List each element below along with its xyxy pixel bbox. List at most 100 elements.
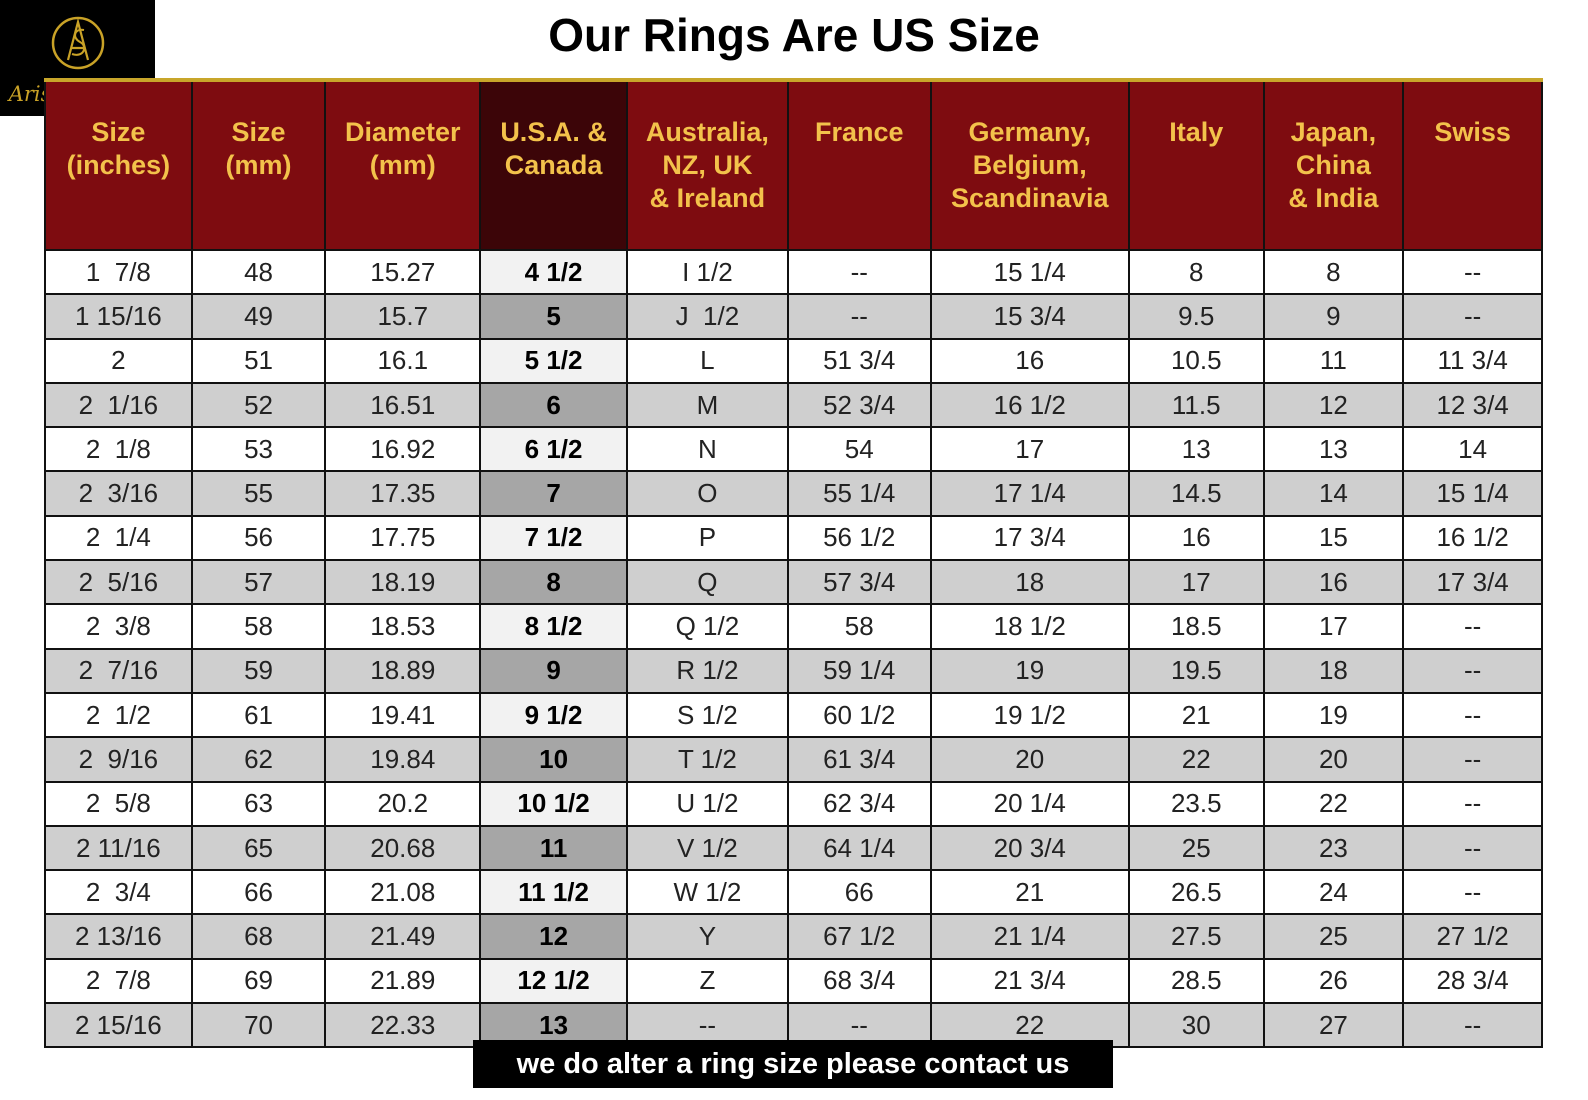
table-cell: 8 — [1262, 248, 1405, 296]
table-cell: 51 3/4 — [786, 337, 932, 384]
table-row: 2 7/8 69 21.89 12 1/2 Z 68 3/4 21 3/4 28.5 26 28 … — [44, 957, 1543, 1005]
column-header: Japan, China & India — [1262, 78, 1405, 251]
table-cell: 12 — [479, 913, 628, 960]
table-cell: 2 3/4 — [44, 869, 193, 916]
column-header-line: & Ireland — [649, 183, 766, 213]
table-cell: 17 — [1127, 559, 1265, 606]
table-cell: 17 — [1262, 603, 1405, 650]
table-cell: P — [625, 514, 789, 562]
column-header: Swiss — [1402, 78, 1543, 251]
table-cell: 16.1 — [324, 337, 482, 384]
column-header-line: Size — [91, 117, 146, 147]
table-cell: O — [625, 470, 789, 517]
table-cell: 62 — [190, 736, 327, 783]
table-cell: 19 1/2 — [929, 691, 1130, 739]
table-cell: -- — [1402, 780, 1543, 827]
table-cell: Q 1/2 — [625, 603, 789, 650]
table-cell: 9 1/2 — [479, 691, 628, 739]
table-cell: 53 — [190, 426, 327, 473]
table-cell: 14 — [1402, 426, 1543, 473]
column-header-line: Germany, — [968, 117, 1092, 147]
table-row: 2 51 16.1 5 1/2 L 51 3/4 16 10.5 11 11 3/4 — [44, 337, 1543, 384]
table-cell: 2 1/16 — [44, 381, 193, 429]
table-cell: 2 — [44, 337, 193, 384]
table-cell: 19.41 — [324, 691, 482, 739]
table-cell: 54 — [786, 426, 932, 473]
table-cell: 7 1/2 — [479, 514, 628, 562]
table-cell: 26.5 — [1127, 869, 1265, 916]
table-cell: -- — [786, 248, 932, 296]
table-cell: 16 — [1127, 514, 1265, 562]
table-cell: 11 1/2 — [479, 869, 628, 916]
table-cell: 21 — [1127, 691, 1265, 739]
table-cell: 2 1/4 — [44, 514, 193, 562]
table-cell: 21.89 — [324, 957, 482, 1005]
table-cell: 15.27 — [324, 248, 482, 296]
table-cell: 18.53 — [324, 603, 482, 650]
table-cell: 12 1/2 — [479, 957, 628, 1005]
table-cell: 2 5/8 — [44, 780, 193, 827]
column-header-line: China — [1295, 150, 1371, 180]
table-cell: 18 — [929, 559, 1130, 606]
table-cell: 11.5 — [1127, 381, 1265, 429]
table-cell: -- — [1402, 647, 1543, 694]
table-cell: 21 1/4 — [929, 913, 1130, 960]
table-cell: 23.5 — [1127, 780, 1265, 827]
table-cell: Q — [625, 559, 789, 606]
table-cell: 20 3/4 — [929, 824, 1130, 872]
table-cell: 2 3/16 — [44, 470, 193, 517]
table-cell: 7 — [479, 470, 628, 517]
table-cell: 2 7/16 — [44, 647, 193, 694]
table-cell: 2 7/8 — [44, 957, 193, 1005]
column-header-line: Italy — [1169, 117, 1224, 147]
table-cell: -- — [786, 1002, 932, 1049]
table-cell: 20 — [929, 736, 1130, 783]
table-cell: 2 5/16 — [44, 559, 193, 606]
table-cell: 21 — [929, 869, 1130, 916]
table-cell: 2 1/2 — [44, 691, 193, 739]
table-cell: 15 1/4 — [1402, 470, 1543, 517]
table-row: 2 9/16 62 19.84 10 T 1/2 61 3/4 20 22 20 -- — [44, 736, 1543, 783]
column-header-line: U.S.A. & — [500, 117, 607, 147]
table-cell: -- — [1402, 603, 1543, 650]
table-cell: 2 15/16 — [44, 1002, 193, 1049]
table-row: 2 3/4 66 21.08 11 1/2 W 1/2 66 21 26.5 24 -- — [44, 869, 1543, 916]
table-cell: 2 11/16 — [44, 824, 193, 872]
table-cell: 13 — [1262, 426, 1405, 473]
table-cell: 15 1/4 — [929, 248, 1130, 296]
column-header-line: (inches) — [66, 150, 171, 180]
table-cell: 15 — [1262, 514, 1405, 562]
table-cell: 59 — [190, 647, 327, 694]
table-cell: 10 — [479, 736, 628, 783]
table-cell: 17.35 — [324, 470, 482, 517]
table-cell: 17 1/4 — [929, 470, 1130, 517]
table-cell: 11 3/4 — [1402, 337, 1543, 384]
table-cell: 62 3/4 — [786, 780, 932, 827]
table-cell: 28 3/4 — [1402, 957, 1543, 1005]
table-cell: 9.5 — [1127, 293, 1265, 340]
table-cell: W 1/2 — [625, 869, 789, 916]
table-cell: 56 1/2 — [786, 514, 932, 562]
table-cell: 59 1/4 — [786, 647, 932, 694]
table-cell: U 1/2 — [625, 780, 789, 827]
table-cell: 11 — [479, 824, 628, 872]
table-cell: 27 1/2 — [1402, 913, 1543, 960]
column-header: Germany, Belgium, Scandinavia — [929, 78, 1130, 251]
table-cell: 4 1/2 — [479, 248, 628, 296]
table-cell: 55 1/4 — [786, 470, 932, 517]
table-cell: 17 3/4 — [929, 514, 1130, 562]
table-cell: 66 — [190, 869, 327, 916]
table-cell: 14.5 — [1127, 470, 1265, 517]
table-cell: 5 1/2 — [479, 337, 628, 384]
table-cell: 27 — [1262, 1002, 1405, 1049]
ring-monogram-icon — [51, 16, 105, 70]
column-header-line: Swiss — [1434, 117, 1511, 147]
table-cell: -- — [1402, 293, 1543, 340]
table-cell: 18 — [1262, 647, 1405, 694]
table-cell: 25 — [1262, 913, 1405, 960]
table-cell: 52 — [190, 381, 327, 429]
table-cell: 70 — [190, 1002, 327, 1049]
table-cell: 13 — [1127, 426, 1265, 473]
table-cell: 57 — [190, 559, 327, 606]
table-cell: 64 1/4 — [786, 824, 932, 872]
